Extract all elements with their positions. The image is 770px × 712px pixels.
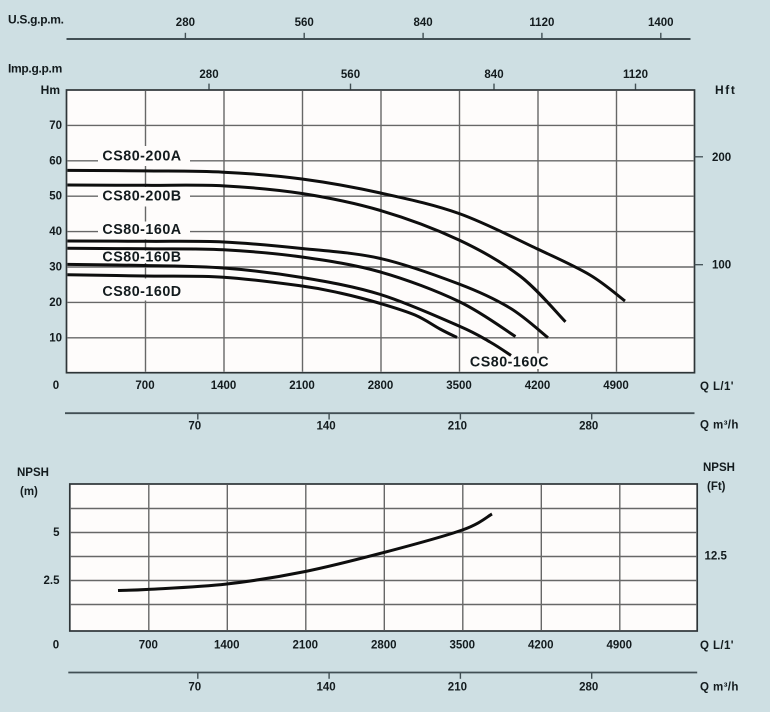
svg-text:100: 100 — [712, 260, 731, 272]
svg-text:CS80-160D: CS80-160D — [102, 284, 181, 300]
svg-text:30: 30 — [49, 262, 62, 274]
svg-text:0: 0 — [53, 640, 59, 652]
svg-text:4900: 4900 — [607, 640, 633, 652]
svg-text:70: 70 — [188, 682, 201, 694]
svg-text:1400: 1400 — [211, 380, 237, 392]
svg-text:2800: 2800 — [371, 640, 397, 652]
svg-text:10: 10 — [49, 332, 62, 344]
svg-text:210: 210 — [448, 682, 467, 694]
svg-text:210: 210 — [448, 421, 467, 433]
svg-text:40: 40 — [49, 226, 62, 238]
svg-text:2100: 2100 — [289, 380, 315, 392]
svg-text:Q L/1': Q L/1' — [700, 381, 734, 393]
svg-text:0: 0 — [53, 380, 59, 392]
svg-text:70: 70 — [49, 120, 62, 132]
svg-text:1400: 1400 — [214, 640, 240, 652]
svg-text:3500: 3500 — [450, 640, 476, 652]
svg-text:4200: 4200 — [525, 380, 551, 392]
svg-text:840: 840 — [484, 69, 503, 81]
svg-text:NPSH: NPSH — [703, 462, 735, 474]
svg-text:280: 280 — [176, 17, 195, 29]
svg-text:Q L/1': Q L/1' — [700, 640, 734, 652]
svg-text:50: 50 — [49, 191, 62, 203]
svg-text:5: 5 — [53, 527, 60, 539]
svg-text:CS80-200B: CS80-200B — [102, 189, 181, 205]
svg-text:20: 20 — [49, 297, 62, 309]
svg-text:1120: 1120 — [529, 17, 554, 29]
svg-text:2800: 2800 — [368, 380, 394, 392]
svg-text:1120: 1120 — [623, 69, 648, 81]
svg-text:NPSH: NPSH — [17, 467, 49, 479]
svg-text:(m): (m) — [20, 486, 38, 498]
svg-text:700: 700 — [139, 640, 158, 652]
svg-text:280: 280 — [199, 69, 218, 81]
svg-text:CS80-160C: CS80-160C — [470, 354, 549, 370]
svg-text:Hm: Hm — [41, 83, 60, 97]
svg-text:Q m³/h: Q m³/h — [700, 420, 739, 432]
svg-text:280: 280 — [579, 682, 598, 694]
svg-text:70: 70 — [188, 421, 201, 433]
svg-text:700: 700 — [135, 380, 154, 392]
svg-text:560: 560 — [341, 69, 360, 81]
svg-text:CS80-200A: CS80-200A — [102, 149, 181, 165]
svg-text:1400: 1400 — [648, 17, 674, 29]
svg-text:U.S.g.p.m.: U.S.g.p.m. — [8, 13, 64, 27]
svg-text:Imp.g.p.m: Imp.g.p.m — [8, 62, 62, 76]
svg-text:840: 840 — [414, 17, 433, 29]
svg-text:60: 60 — [49, 155, 62, 167]
svg-text:12.5: 12.5 — [705, 551, 728, 563]
svg-text:200: 200 — [712, 152, 731, 164]
svg-text:Hft: Hft — [715, 83, 736, 97]
svg-text:4200: 4200 — [528, 640, 554, 652]
svg-text:140: 140 — [317, 682, 336, 694]
svg-text:Q m³/h: Q m³/h — [700, 682, 739, 694]
svg-text:3500: 3500 — [446, 380, 472, 392]
svg-text:140: 140 — [317, 421, 336, 433]
svg-text:(Ft): (Ft) — [707, 481, 726, 493]
svg-text:CS80-160B: CS80-160B — [102, 249, 181, 265]
svg-text:280: 280 — [579, 421, 598, 433]
svg-text:2.5: 2.5 — [44, 575, 61, 587]
svg-text:CS80-160A: CS80-160A — [102, 222, 181, 238]
svg-text:4900: 4900 — [603, 380, 629, 392]
svg-text:560: 560 — [295, 17, 314, 29]
svg-text:2100: 2100 — [293, 640, 319, 652]
